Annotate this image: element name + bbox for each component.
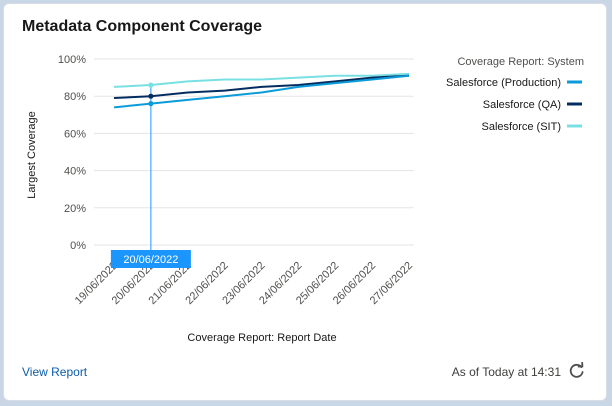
legend-item-label[interactable]: Salesforce (QA): [483, 99, 561, 111]
data-point-marker[interactable]: [148, 101, 154, 107]
y-tick-label: 60%: [64, 128, 86, 140]
x-axis-title: Coverage Report: Report Date: [187, 332, 336, 344]
series-line[interactable]: [113, 72, 410, 88]
series-line[interactable]: [113, 74, 410, 100]
line-chart[interactable]: 0% 20% 40% 60% 80% 100% Largest Coverage Covera…: [4, 4, 608, 402]
y-axis-title: Largest Coverage: [26, 111, 38, 198]
data-point-marker[interactable]: [148, 82, 154, 88]
y-tick-label: 40%: [64, 166, 86, 178]
y-tick-label: 20%: [64, 203, 86, 215]
y-tick-label: 100%: [58, 54, 86, 66]
as-of-timestamp: As of Today at 14:31: [451, 365, 561, 379]
y-tick-label: 0%: [70, 240, 86, 252]
refresh-icon[interactable]: [568, 362, 586, 380]
data-point-marker[interactable]: [148, 93, 154, 99]
legend-item-label[interactable]: Salesforce (SIT): [482, 121, 561, 133]
series-line[interactable]: [113, 74, 410, 109]
dashboard-card: Metadata Component Coverage 0% 20% 40% 60% 8…: [3, 3, 607, 401]
x-crosshair-label: 20/06/2022: [123, 254, 178, 266]
view-report-link[interactable]: View Report: [22, 365, 88, 379]
x-crosshair-label-box: [110, 250, 191, 268]
card-title: Metadata Component Coverage: [22, 18, 263, 35]
y-tick-label: 80%: [64, 91, 86, 103]
legend-item-label[interactable]: Salesforce (Production): [446, 77, 561, 89]
legend-title: Coverage Report: System: [457, 56, 584, 68]
